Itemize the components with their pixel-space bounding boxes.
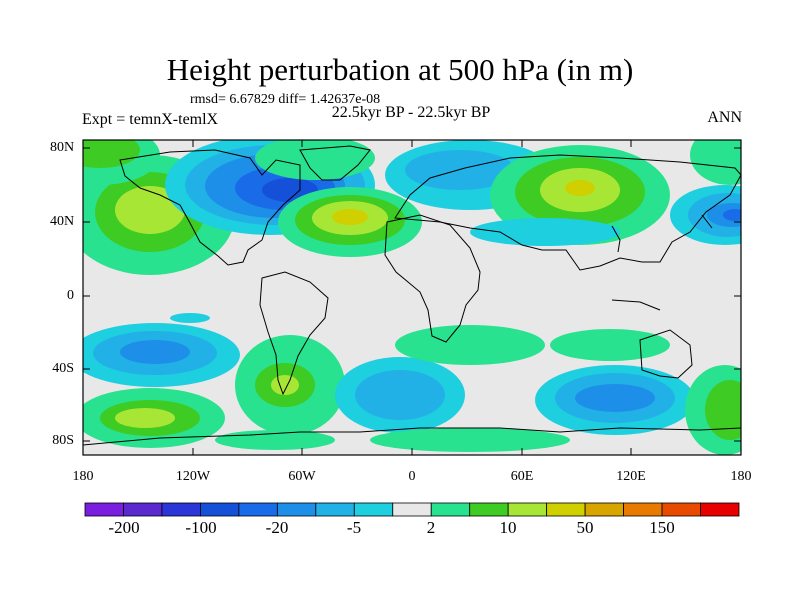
lon-label-60e: 60E [510, 469, 534, 484]
rmsd-diff-stats: rmsd= 6.67829 diff= 1.42637e-08 [190, 92, 381, 107]
lat-label-40n: 40N [50, 214, 75, 229]
colorbar-box [546, 502, 586, 517]
colorbar-label: 10 [499, 518, 517, 537]
lon-label-120w: 120W [175, 469, 211, 484]
colorbar [84, 502, 740, 517]
lon-label-0: 0 [408, 469, 416, 484]
lat-label-80n: 80N [50, 140, 75, 155]
colorbar-box [315, 502, 355, 517]
colorbar-box [238, 502, 278, 517]
experiment-label: Expt = temnX-temlX [82, 111, 219, 128]
colorbar-label: -5 [346, 518, 362, 537]
colorbar-box [661, 502, 701, 517]
colorbar-box [353, 502, 394, 517]
colorbar-label: -20 [265, 518, 289, 537]
colorbar-label: -100 [185, 518, 217, 537]
colorbar-box [430, 502, 471, 517]
coastlines [83, 145, 741, 446]
lon-label-120e: 120E [616, 469, 646, 484]
colorbar-label: 50 [576, 518, 594, 537]
height-perturbation-field [83, 140, 741, 455]
lon-label-60w: 60W [288, 469, 316, 484]
lat-label-0: 0 [67, 288, 74, 303]
colorbar-box [507, 502, 548, 517]
colorbar-box [469, 502, 509, 517]
colorbar-box [276, 502, 317, 517]
lat-label-40s: 40S [52, 361, 74, 376]
colorbar-label: 150 [649, 518, 675, 537]
axis-ticks [83, 140, 741, 455]
colorbar-box [123, 502, 163, 517]
lon-label-180e: 180 [730, 469, 752, 484]
colorbar-label: 2 [426, 518, 436, 537]
period-subtitle: 22.5kyr BP - 22.5kyr BP [331, 104, 491, 121]
colorbar-box [161, 502, 201, 517]
colorbar-box [700, 502, 740, 517]
colorbar-box [200, 502, 240, 517]
colorbar-box [392, 502, 432, 517]
colorbar-box [84, 502, 124, 517]
colorbar-box [623, 502, 663, 517]
lat-label-80s: 80S [52, 433, 74, 448]
colorbar-box [584, 502, 624, 517]
lon-label-180w: 180 [72, 469, 94, 484]
colorbar-label: -200 [108, 518, 140, 537]
season-label: ANN [707, 109, 742, 126]
plot-title: Height perturbation at 500 hPa (in m) [166, 52, 634, 87]
